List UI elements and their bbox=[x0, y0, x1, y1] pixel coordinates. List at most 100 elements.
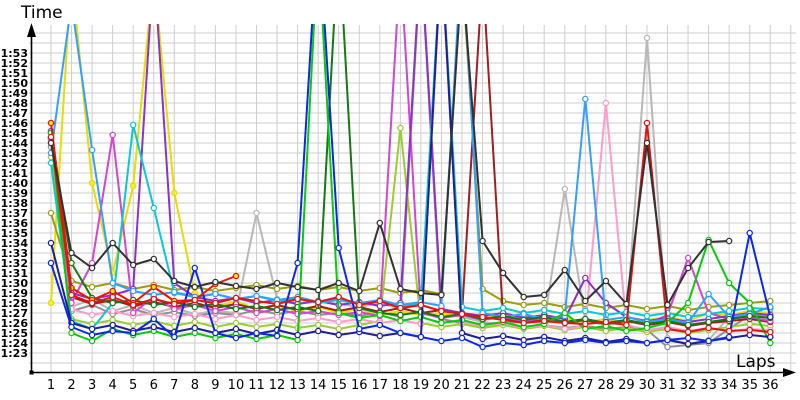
data-point-olive bbox=[520, 301, 527, 309]
data-point-silver bbox=[253, 209, 260, 217]
data-point-blue bbox=[767, 313, 774, 321]
y-tick-label: 1:35 bbox=[1, 227, 28, 240]
data-point-green bbox=[88, 337, 96, 345]
x-tick-label: 23 bbox=[495, 378, 512, 393]
y-tick-label: 1:27 bbox=[1, 307, 28, 320]
y-tick-label: 1:31 bbox=[1, 267, 28, 280]
data-point-skyblue bbox=[129, 287, 137, 295]
data-point-gray bbox=[664, 343, 671, 351]
data-point-green bbox=[623, 327, 630, 335]
x-tick-label: 20 bbox=[433, 378, 450, 393]
data-point-black bbox=[335, 279, 342, 287]
data-point-cyan bbox=[150, 204, 158, 212]
x-tick-label: 31 bbox=[659, 378, 676, 393]
data-point-red bbox=[335, 293, 342, 301]
series-line-green bbox=[50, 24, 772, 344]
data-point-red bbox=[150, 295, 158, 303]
data-point-red bbox=[314, 298, 322, 306]
data-point-blue bbox=[273, 332, 281, 340]
data-point-blue bbox=[664, 336, 671, 344]
data-point-green bbox=[561, 309, 569, 317]
data-point-olive bbox=[767, 297, 774, 305]
data-point-black bbox=[88, 264, 96, 272]
data-point-red bbox=[684, 328, 692, 336]
y-axis-arrow-icon bbox=[27, 23, 36, 37]
y-tick-label: 1:26 bbox=[1, 317, 29, 330]
data-point-red bbox=[232, 294, 240, 302]
y-tick-label: 1:43 bbox=[1, 147, 28, 160]
data-point-black bbox=[705, 238, 712, 246]
data-point-black bbox=[643, 139, 651, 147]
data-point-silver bbox=[643, 34, 651, 42]
data-point-blue bbox=[684, 334, 692, 342]
data-point-blue bbox=[294, 259, 301, 267]
data-point-green bbox=[767, 339, 774, 347]
data-point-blue bbox=[171, 333, 178, 341]
data-point-darkgreen bbox=[191, 303, 199, 311]
data-point-red bbox=[499, 316, 507, 324]
data-point-pink bbox=[212, 315, 219, 323]
data-point-navy bbox=[335, 331, 342, 339]
data-point-navy bbox=[479, 335, 486, 343]
data-point-navy bbox=[376, 332, 384, 340]
data-point-blue bbox=[520, 341, 527, 349]
data-point-red bbox=[356, 301, 363, 309]
data-point-black bbox=[191, 283, 199, 291]
data-point-pink bbox=[232, 311, 240, 319]
data-point-skyblue bbox=[69, 0, 74, 5]
x-tick-label: 6 bbox=[150, 378, 158, 393]
data-point-darkgreen bbox=[68, 259, 75, 267]
data-point-blue bbox=[582, 336, 589, 344]
data-point-black bbox=[314, 286, 322, 294]
data-point-red bbox=[171, 300, 178, 308]
data-point-skyblue bbox=[582, 95, 589, 103]
y-tick-label: 1:52 bbox=[1, 57, 28, 70]
axis-origin-marker bbox=[29, 370, 34, 375]
data-point-blue bbox=[232, 334, 240, 342]
data-point-skyblue bbox=[705, 290, 712, 298]
data-point-violet bbox=[582, 274, 589, 282]
data-point-black bbox=[623, 300, 630, 308]
data-point-blue bbox=[602, 339, 610, 347]
data-point-redyellow bbox=[150, 283, 158, 291]
data-point-blue bbox=[561, 339, 569, 347]
data-point-green bbox=[397, 317, 404, 325]
x-tick-label: 24 bbox=[515, 378, 532, 393]
data-point-olive bbox=[273, 285, 281, 293]
data-point-red bbox=[479, 313, 486, 321]
data-point-blue bbox=[335, 244, 342, 252]
data-point-yellowgreen bbox=[253, 323, 260, 331]
y-tick-label: 1:45 bbox=[1, 127, 28, 140]
data-point-magenta bbox=[212, 307, 219, 315]
data-point-darkgreen bbox=[705, 318, 712, 326]
data-point-navy bbox=[109, 321, 116, 329]
data-point-black bbox=[150, 255, 158, 263]
data-point-blue bbox=[356, 325, 363, 333]
data-point-black bbox=[684, 264, 692, 272]
data-point-red bbox=[294, 295, 301, 303]
data-point-darkgreen bbox=[684, 321, 692, 329]
data-point-red bbox=[88, 299, 96, 307]
x-tick-label: 3 bbox=[88, 378, 96, 393]
data-point-olive bbox=[88, 283, 96, 291]
data-point-black bbox=[602, 277, 610, 285]
data-point-red bbox=[438, 307, 445, 315]
data-point-cyan bbox=[47, 159, 55, 167]
y-tick-label: 1:46 bbox=[1, 117, 29, 130]
x-tick-label: 21 bbox=[454, 378, 471, 393]
x-tick-label: 9 bbox=[211, 378, 219, 393]
y-tick-label: 1:36 bbox=[1, 217, 29, 230]
x-tick-label: 22 bbox=[474, 378, 491, 393]
data-point-olive bbox=[684, 306, 692, 314]
data-point-redyellow bbox=[232, 272, 240, 280]
data-point-yellowgreen bbox=[335, 325, 342, 333]
data-point-red bbox=[664, 325, 671, 333]
data-point-black bbox=[212, 278, 219, 286]
data-point-blue bbox=[623, 337, 630, 345]
data-point-olive bbox=[643, 305, 651, 313]
x-tick-label: 8 bbox=[191, 378, 199, 393]
data-point-red bbox=[109, 293, 116, 301]
data-point-darkgreen bbox=[438, 313, 445, 321]
data-point-black bbox=[356, 287, 363, 295]
